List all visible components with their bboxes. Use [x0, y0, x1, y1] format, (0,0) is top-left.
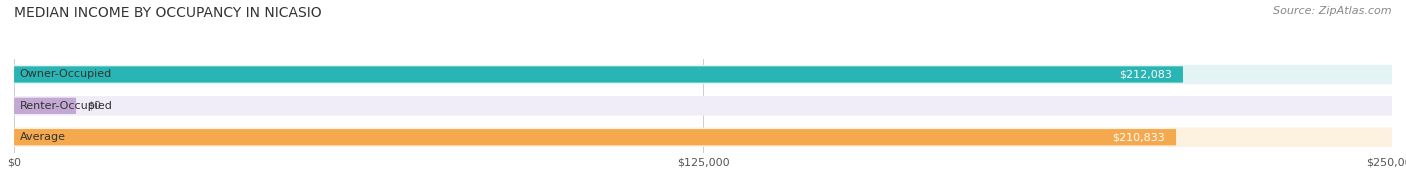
FancyBboxPatch shape [14, 96, 1392, 116]
FancyBboxPatch shape [14, 127, 1392, 147]
Text: Owner-Occupied: Owner-Occupied [20, 69, 112, 80]
Text: Source: ZipAtlas.com: Source: ZipAtlas.com [1274, 6, 1392, 16]
FancyBboxPatch shape [14, 66, 1182, 83]
Text: $0: $0 [87, 101, 101, 111]
Text: Average: Average [20, 132, 66, 142]
Text: MEDIAN INCOME BY OCCUPANCY IN NICASIO: MEDIAN INCOME BY OCCUPANCY IN NICASIO [14, 6, 322, 20]
FancyBboxPatch shape [14, 98, 76, 114]
Text: $212,083: $212,083 [1119, 69, 1173, 80]
FancyBboxPatch shape [14, 129, 1175, 145]
FancyBboxPatch shape [14, 65, 1392, 84]
Text: $210,833: $210,833 [1112, 132, 1166, 142]
Text: Renter-Occupied: Renter-Occupied [20, 101, 112, 111]
